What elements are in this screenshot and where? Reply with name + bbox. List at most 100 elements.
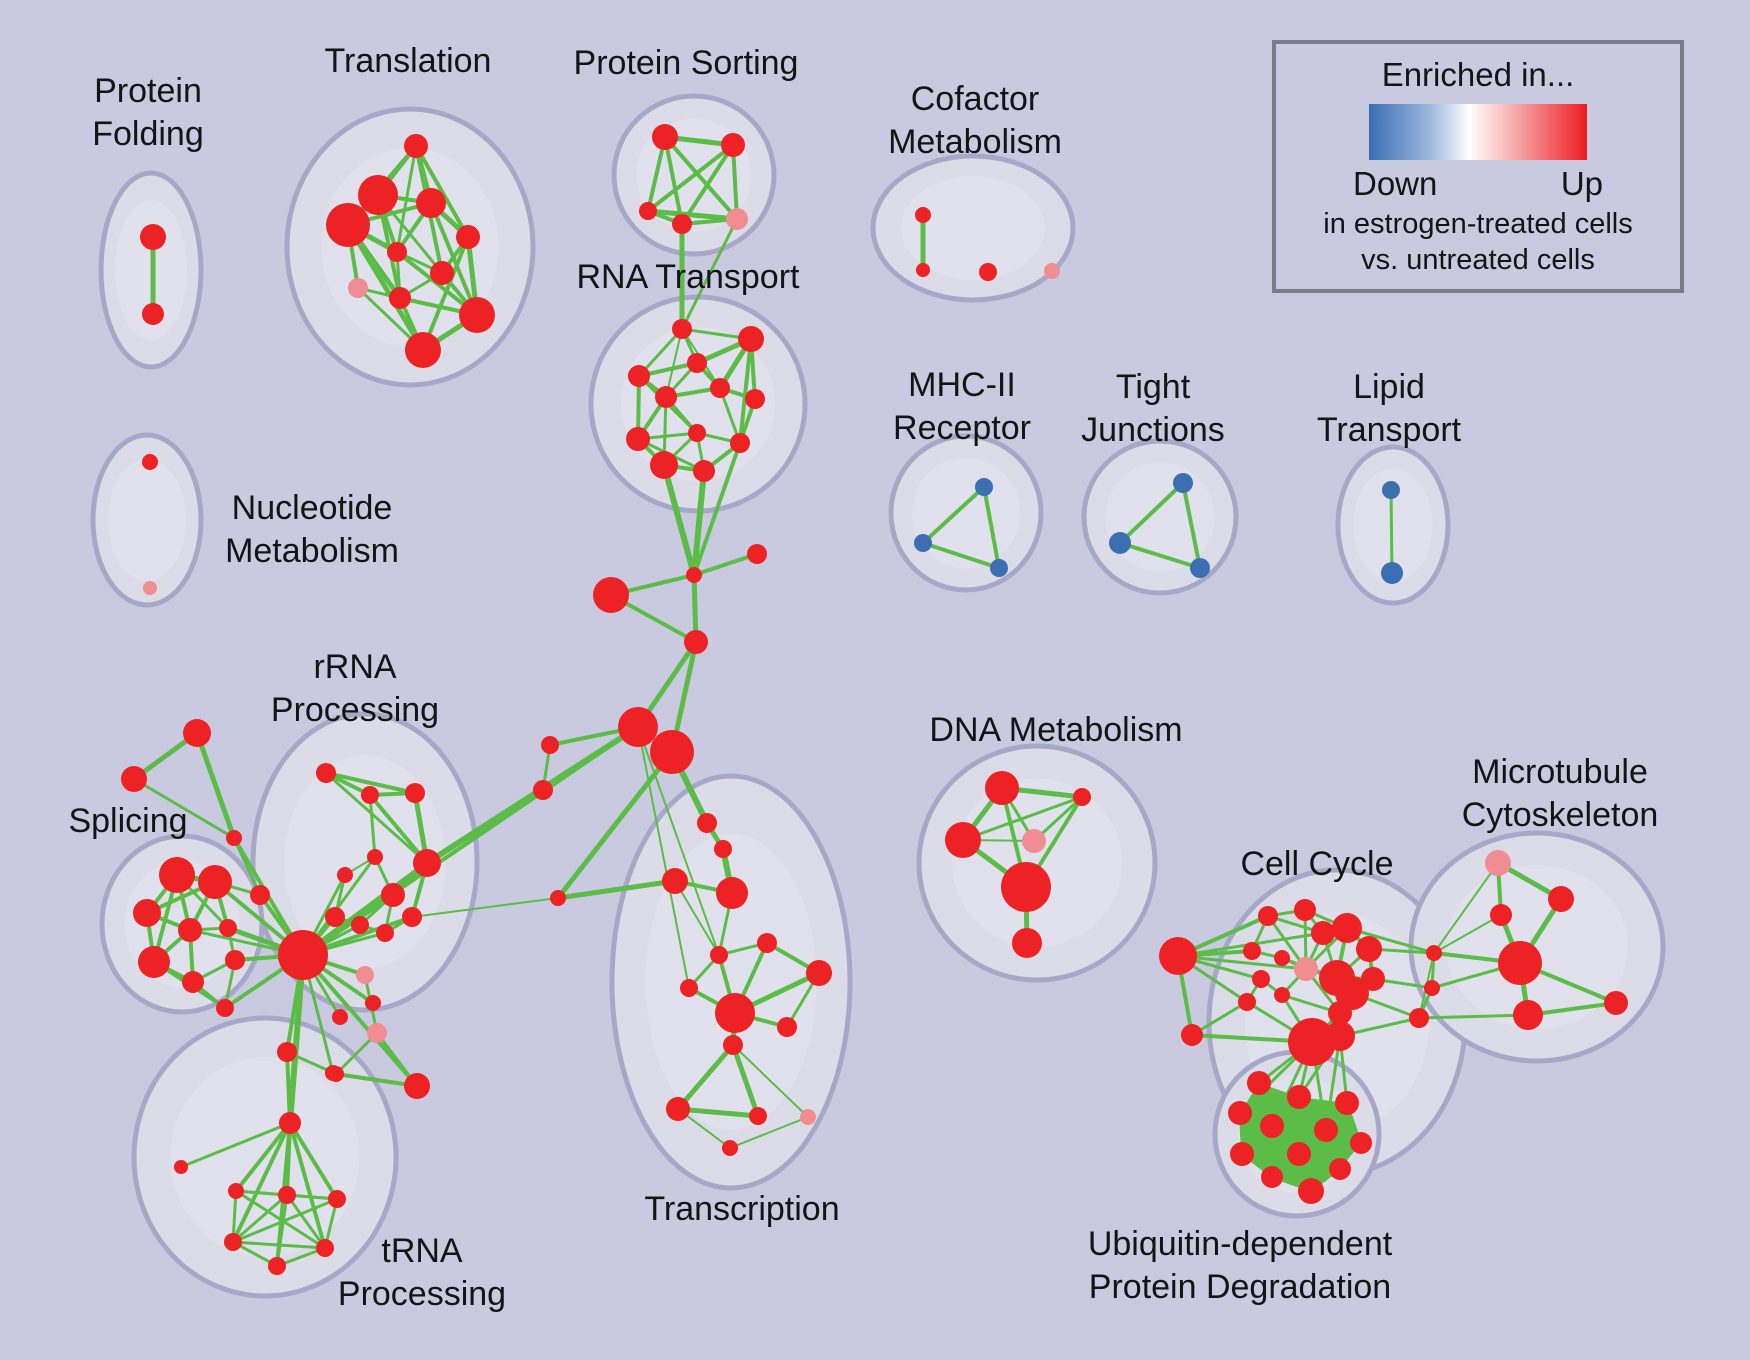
node-rr16[interactable] [277,1042,297,1062]
node-rt9[interactable] [626,427,650,451]
node-rt3[interactable] [687,353,707,373]
node-sp5[interactable] [219,919,237,937]
node-cn4[interactable] [684,630,708,654]
node-rr2[interactable] [361,786,379,804]
node-ub3[interactable] [1335,1091,1359,1115]
node-cc9[interactable] [1274,950,1290,966]
node-ub1[interactable] [1247,1071,1271,1095]
node-cm3[interactable] [979,263,997,281]
node-sp7[interactable] [182,971,204,993]
node-cc5[interactable] [1311,921,1335,945]
node-mc6[interactable] [1604,991,1628,1015]
node-nm2[interactable] [143,581,157,595]
node-ub5[interactable] [1260,1114,1284,1138]
node-rr15[interactable] [250,885,270,905]
node-mc1[interactable] [1485,850,1511,876]
node-ub2[interactable] [1287,1085,1311,1109]
node-ub12[interactable] [1298,1178,1324,1204]
node-rt2[interactable] [738,326,764,352]
node-mc8[interactable] [1424,980,1440,996]
node-rr12[interactable] [356,966,374,984]
node-cc19[interactable] [1325,1021,1355,1051]
node-tn2[interactable] [328,1066,344,1082]
node-tr10[interactable] [459,297,495,333]
node-ub4[interactable] [1228,1101,1252,1125]
node-sp3[interactable] [133,899,161,927]
node-cc4[interactable] [1294,899,1316,921]
node-lt2[interactable] [1381,562,1403,584]
node-cc1[interactable] [1159,937,1197,975]
node-ts16[interactable] [722,1140,738,1156]
node-tn6[interactable] [278,1186,296,1204]
node-mc2[interactable] [1548,886,1574,912]
node-cn6[interactable] [533,780,553,800]
node-cc6[interactable] [1332,913,1362,943]
node-rr4[interactable] [367,849,383,865]
node-rr10[interactable] [376,924,394,942]
node-cc10[interactable] [1294,957,1318,981]
node-cn2[interactable] [747,544,767,564]
node-sp9[interactable] [216,999,234,1017]
node-cc3[interactable] [1258,906,1278,926]
node-tj1[interactable] [1173,473,1193,493]
node-tr11[interactable] [405,332,441,368]
node-tr7[interactable] [430,261,454,285]
node-tn4[interactable] [174,1160,188,1174]
node-rr6[interactable] [413,849,441,877]
node-ub7[interactable] [1350,1132,1372,1154]
node-ub10[interactable] [1329,1158,1351,1180]
node-rr8[interactable] [325,907,345,927]
node-rt1[interactable] [672,319,692,339]
node-ps4[interactable] [672,214,692,234]
node-rr13[interactable] [365,995,381,1011]
node-ps3[interactable] [639,202,657,220]
node-rt8[interactable] [688,424,706,442]
node-rr9[interactable] [351,916,369,934]
node-rr3[interactable] [405,783,425,803]
node-rt5[interactable] [710,378,730,398]
node-rr7[interactable] [381,883,405,907]
node-sp6[interactable] [138,946,170,978]
node-tj3[interactable] [1190,558,1210,578]
node-rt4[interactable] [628,365,650,387]
node-tr9[interactable] [389,287,411,309]
node-dm2[interactable] [1073,788,1091,806]
node-tn1[interactable] [367,1023,387,1043]
node-rt11[interactable] [650,451,678,479]
node-ts1[interactable] [697,813,717,833]
node-sa3[interactable] [226,830,242,846]
node-ts13[interactable] [666,1097,690,1121]
node-ts12[interactable] [723,1035,743,1055]
node-ub11[interactable] [1261,1166,1283,1188]
node-mh2[interactable] [914,534,932,552]
node-tn8[interactable] [224,1233,242,1251]
node-cn3[interactable] [593,577,629,613]
node-cc15[interactable] [1335,976,1369,1010]
node-pf2[interactable] [142,303,164,325]
node-ts5[interactable] [550,890,566,906]
node-mc3[interactable] [1490,904,1512,926]
node-cc12[interactable] [1274,987,1290,1003]
node-rr1[interactable] [316,763,336,783]
node-mh3[interactable] [990,559,1008,577]
node-ub8[interactable] [1230,1142,1254,1166]
node-cc8[interactable] [1243,942,1261,960]
node-ps1[interactable] [652,124,678,150]
node-sa2[interactable] [121,766,147,792]
node-ts15[interactable] [800,1109,816,1125]
node-cm2[interactable] [916,263,930,277]
node-ts4[interactable] [716,877,748,909]
node-hub2[interactable] [650,730,694,774]
node-nm1[interactable] [142,454,158,470]
node-ub6[interactable] [1314,1118,1338,1142]
node-sp2[interactable] [198,865,232,899]
node-cc7[interactable] [1356,936,1382,962]
node-dm3[interactable] [945,822,981,858]
node-rrH[interactable] [278,930,328,980]
node-tr2[interactable] [358,175,398,215]
node-ts3[interactable] [662,868,688,894]
node-mc9[interactable] [1409,1008,1429,1028]
node-rt6[interactable] [655,386,677,408]
node-ts14[interactable] [749,1107,767,1125]
node-tnH[interactable] [279,1112,301,1134]
